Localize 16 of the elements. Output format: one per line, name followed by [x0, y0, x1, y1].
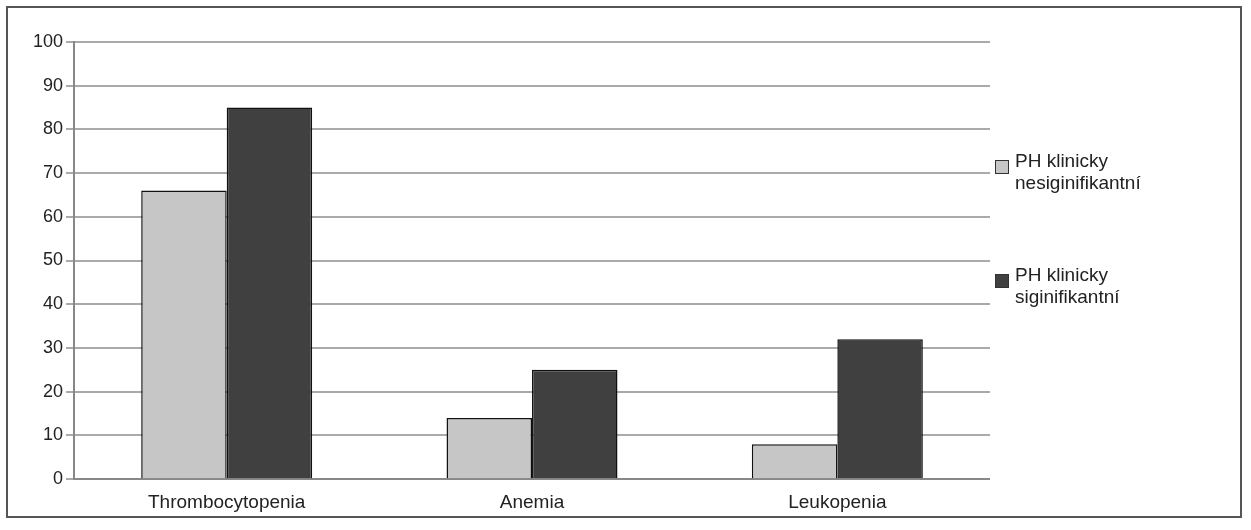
legend-label: PH klinicky siginifikantní: [1015, 264, 1121, 308]
y-tick-label: 40: [43, 293, 64, 314]
y-tick-label: 50: [43, 249, 64, 270]
y-tick-label: 0: [53, 468, 64, 489]
x-tick-label: Leukopenia: [788, 490, 887, 512]
y-tick-label: 60: [43, 205, 64, 226]
y-tick-label: 80: [43, 118, 64, 139]
x-tick-label: Thrombocytopenia: [148, 490, 306, 512]
y-tick-label: 100: [32, 30, 64, 51]
legend-label: PH klinicky nesiginifikantní: [1015, 150, 1142, 194]
y-tick-label: 20: [43, 380, 64, 401]
x-tick-label: Anemia: [499, 490, 565, 512]
y-tick-label: 90: [43, 74, 64, 95]
y-tick-label: 70: [43, 161, 64, 182]
y-tick-label: 10: [43, 424, 64, 445]
y-tick-label: 30: [43, 336, 64, 357]
